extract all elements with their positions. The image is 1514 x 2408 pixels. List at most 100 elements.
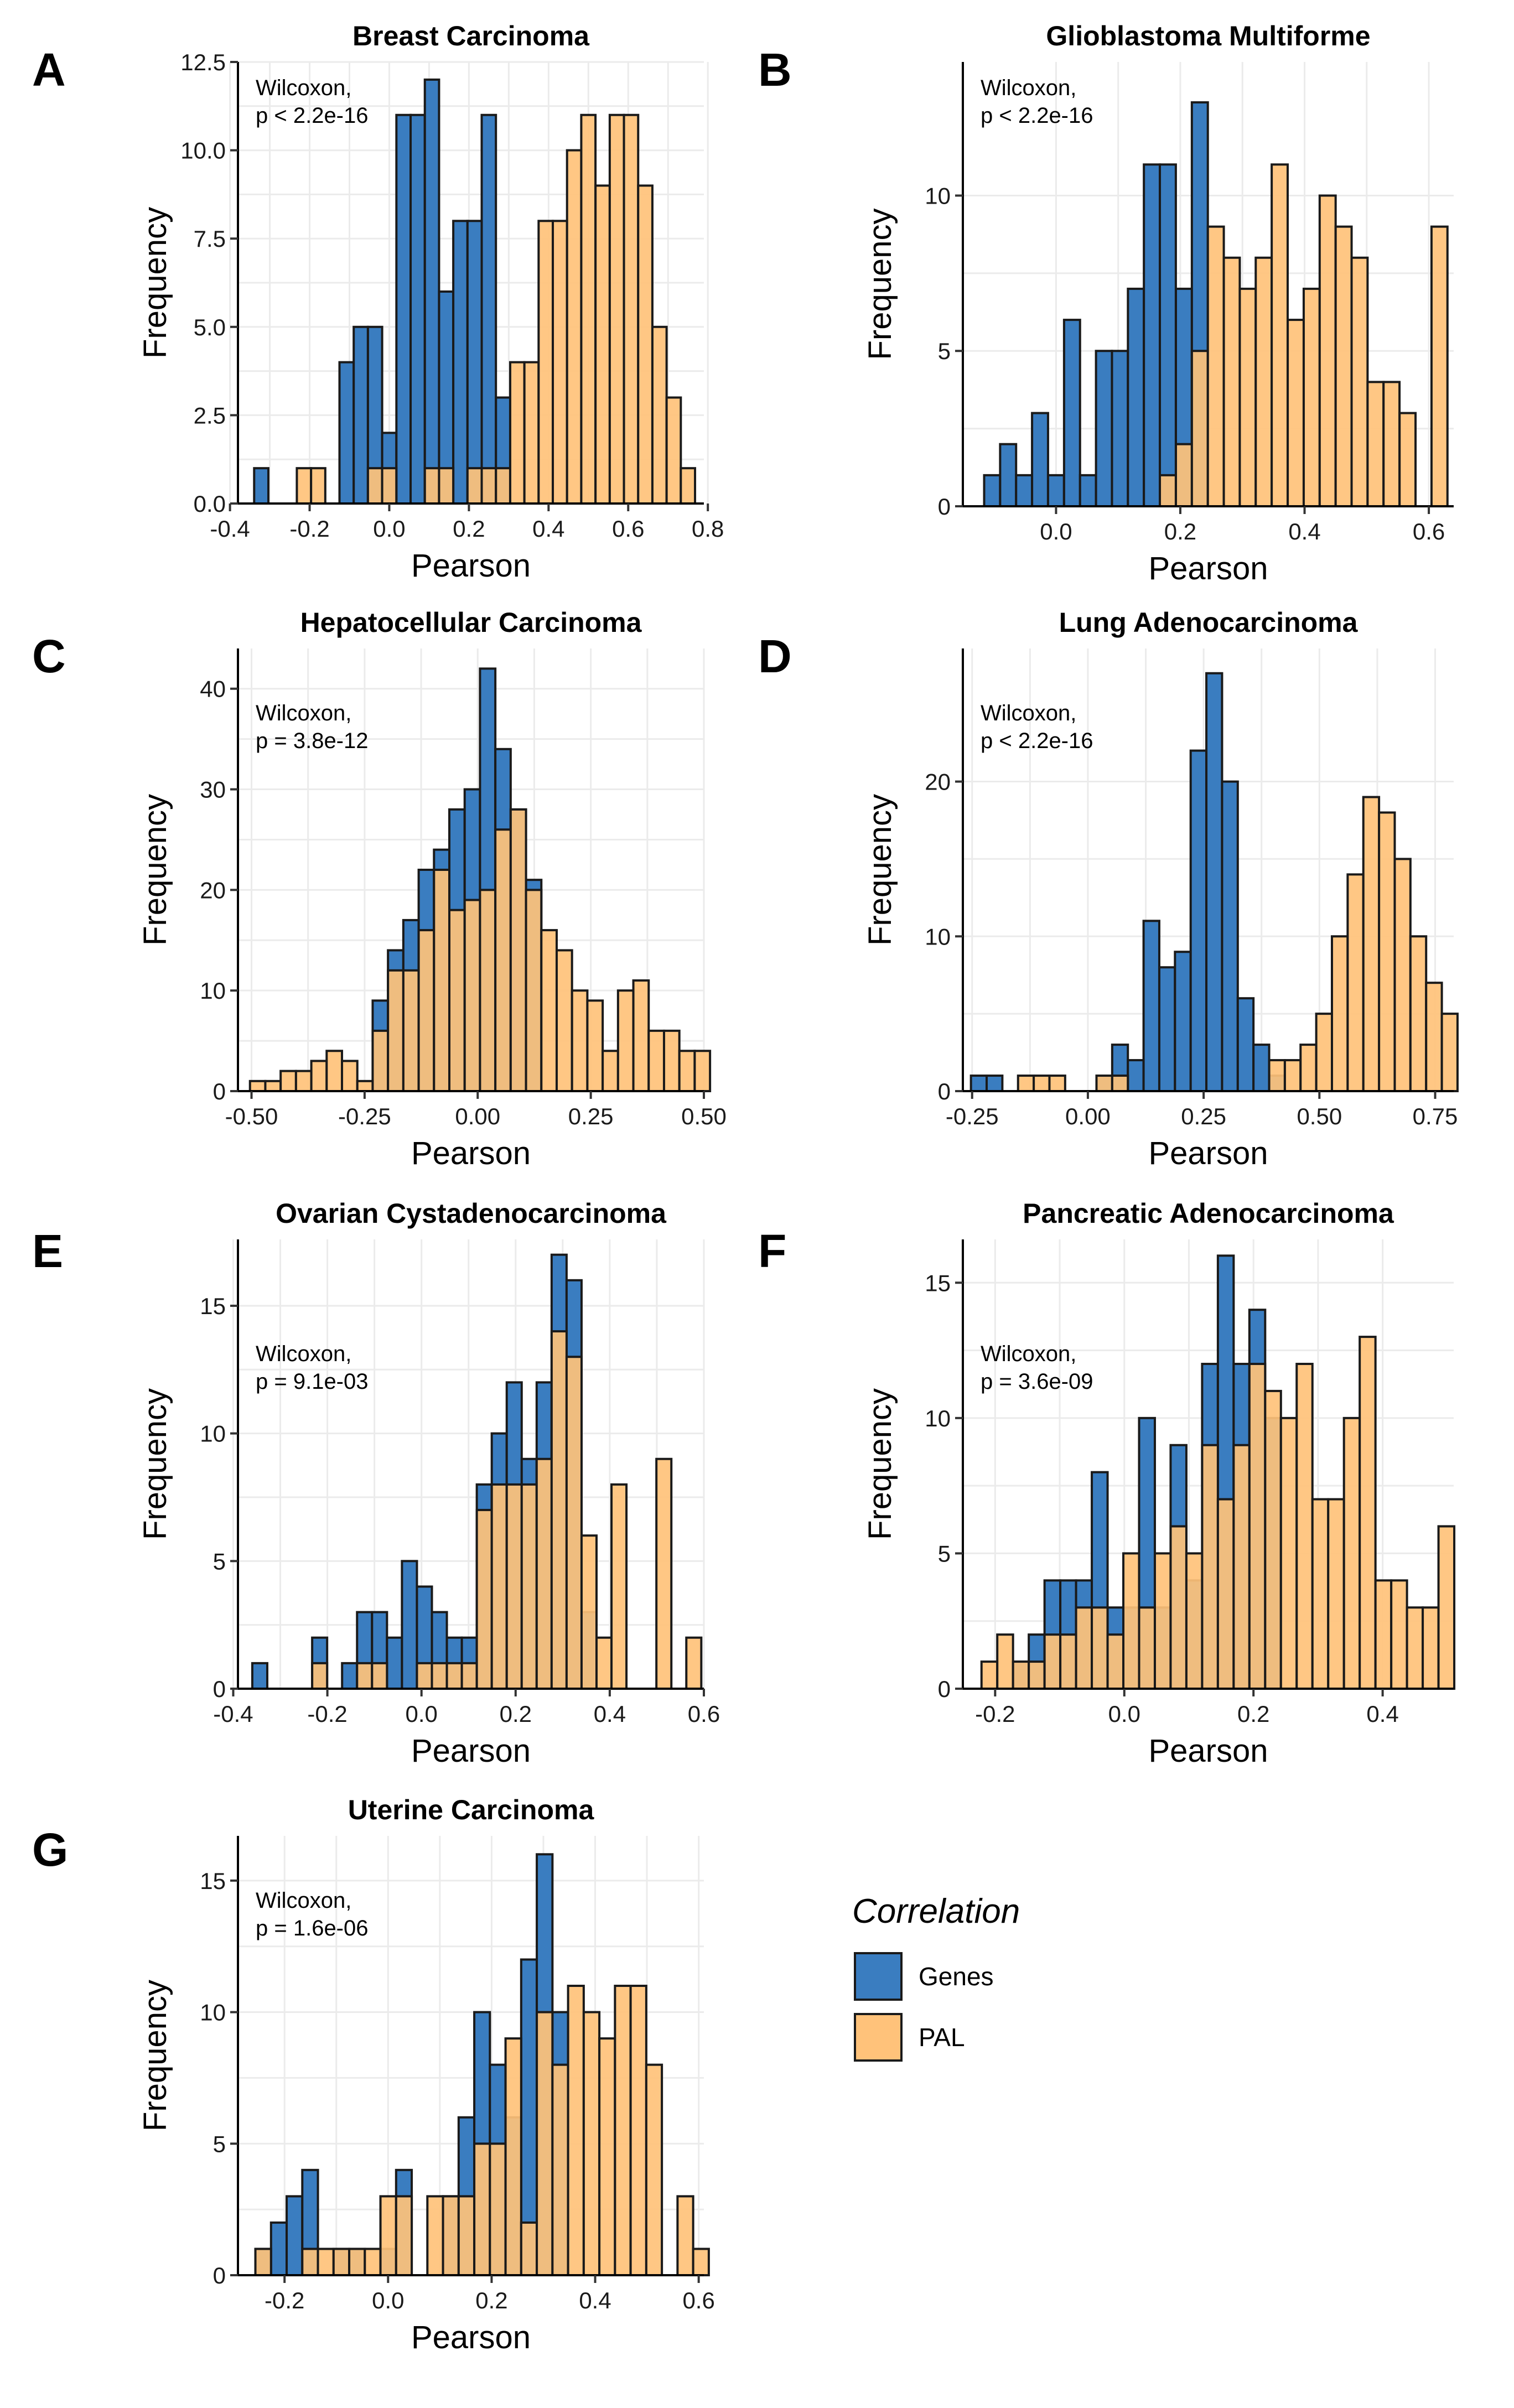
bar-genes (338, 361, 355, 505)
y-tick-label: 0 (213, 1676, 226, 1702)
bar-genes (1095, 350, 1113, 507)
panel-letter: E (32, 1225, 63, 1277)
x-axis-title: Pearson (411, 1733, 531, 1769)
bar-pal (680, 467, 697, 505)
bar-genes (1221, 780, 1239, 1092)
bar-pal (295, 467, 313, 505)
panel-letter: A (32, 44, 66, 96)
x-tick-label: -0.2 (975, 1701, 1015, 1727)
bar-pal (504, 2037, 522, 2276)
legend: Correlation Genes PAL (852, 1892, 1020, 2062)
x-tick-label: 0.0 (1040, 518, 1072, 544)
y-tick-label: 5 (213, 1548, 226, 1574)
bar-pal (550, 1330, 568, 1690)
bar-pal (1398, 412, 1417, 507)
y-axis-title: Frequency (137, 207, 173, 359)
bar-genes (969, 1075, 988, 1092)
wilcoxon-annotation: Wilcoxon, (256, 1888, 351, 1913)
y-tick-label: 12.5 (180, 49, 226, 75)
x-tick-label: -0.25 (338, 1103, 391, 1129)
bar-pal (1185, 1552, 1204, 1690)
x-tick-label: -0.4 (213, 1701, 253, 1727)
bar-genes (466, 220, 483, 505)
bar-pal (1430, 225, 1449, 507)
legend-label-genes: Genes (919, 1962, 994, 1991)
bar-pal (279, 1070, 297, 1092)
x-tick-label: 0.4 (1288, 518, 1320, 544)
bar-pal (598, 2037, 616, 2276)
bar-pal (693, 1050, 712, 1092)
bar-pal (317, 2248, 335, 2276)
bar-genes (341, 1662, 359, 1690)
bar-pal (567, 1985, 585, 2277)
bar-pal (1059, 1633, 1077, 1690)
y-axis-title: Frequency (862, 1388, 898, 1540)
x-axis-title: Pearson (1148, 1733, 1268, 1769)
bar-genes (1015, 474, 1034, 507)
bar-pal (371, 1029, 390, 1092)
bar-pal (1201, 1444, 1219, 1690)
y-tick-label: 10 (925, 1405, 951, 1431)
bar-pal (996, 1633, 1014, 1690)
y-tick-label: 20 (200, 877, 226, 903)
y-tick-label: 0 (938, 1676, 951, 1702)
bar-pal (537, 220, 554, 505)
bar-pal (1238, 287, 1257, 508)
x-tick-label: 0.6 (612, 516, 644, 542)
y-tick-label: 0 (938, 494, 951, 520)
bar-pal (1440, 1013, 1459, 1093)
bar-pal (540, 929, 558, 1093)
y-axis-title: Frequency (862, 208, 898, 360)
panel-letter: D (758, 630, 792, 682)
bar-pal (1268, 1059, 1286, 1092)
bar-pal (494, 828, 512, 1092)
y-tick-label: 15 (200, 1293, 226, 1319)
bar-pal (1091, 1606, 1109, 1690)
bar-pal (1382, 381, 1401, 508)
y-axis-title: Frequency (137, 794, 173, 946)
x-tick-label: 0.4 (594, 1701, 626, 1727)
bar-pal (431, 1662, 448, 1690)
x-tick-label: 0.6 (682, 2287, 714, 2313)
bar-pal (448, 909, 466, 1093)
wilcoxon-annotation: p < 2.2e-16 (981, 103, 1093, 128)
bar-genes (1031, 412, 1049, 507)
bar-pal (632, 979, 650, 1092)
bar-pal (1362, 796, 1381, 1092)
bar-genes (1079, 474, 1097, 507)
wilcoxon-annotation: Wilcoxon, (256, 701, 351, 725)
bar-pal (1111, 1075, 1129, 1092)
bar-genes (286, 2195, 304, 2276)
y-axis-title: Frequency (137, 1980, 173, 2131)
bar-pal (1279, 1416, 1298, 1690)
y-tick-label: 40 (200, 676, 226, 702)
wilcoxon-annotation: Wilcoxon, (981, 1342, 1076, 1366)
x-axis-title: Pearson (1148, 551, 1268, 587)
bar-pal (387, 969, 405, 1093)
bar-pal (1425, 982, 1443, 1092)
panel-a: -0.4 -0.2 0.0 0.2 0.4 0.6 0.8 0.0 2.5 5.0 7.5 10.0 1… (32, 20, 724, 584)
wilcoxon-annotation: Wilcoxon, (256, 76, 351, 100)
y-tick-label: 10 (925, 183, 951, 209)
bar-pal (629, 1985, 647, 2277)
x-tick-label: 0.4 (579, 2287, 611, 2313)
bar-pal (655, 1457, 673, 1690)
bar-genes (352, 325, 369, 505)
bar-pal (665, 396, 682, 505)
bar-pal (332, 2248, 351, 2276)
bar-genes (1236, 997, 1255, 1093)
bar-pal (479, 889, 497, 1092)
wilcoxon-annotation: p < 2.2e-16 (981, 729, 1093, 753)
bar-pal (610, 1483, 628, 1690)
y-tick-label: 5 (938, 338, 951, 364)
bar-genes (1062, 319, 1081, 507)
bar-pal (1222, 256, 1241, 507)
series-pal (311, 1330, 703, 1690)
x-tick-label: 0.00 (1065, 1103, 1111, 1129)
x-tick-label: 0.50 (1297, 1103, 1342, 1129)
bar-pal (1374, 1579, 1393, 1690)
bar-genes (1205, 672, 1223, 1092)
wilcoxon-annotation: p = 3.8e-12 (256, 729, 369, 753)
panel-letter: G (32, 1824, 68, 1876)
